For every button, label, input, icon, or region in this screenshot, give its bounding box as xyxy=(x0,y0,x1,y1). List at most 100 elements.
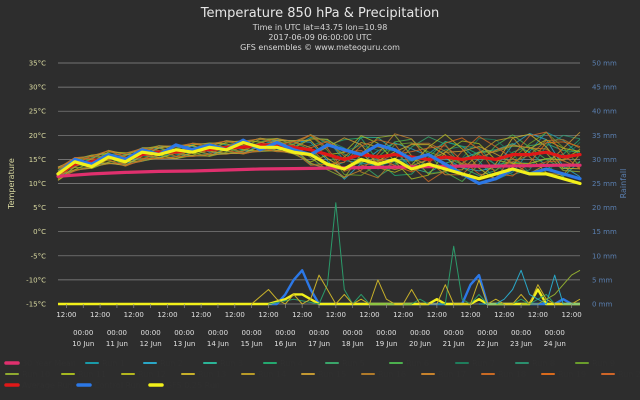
y-left-tick-label: 15°C xyxy=(29,156,46,164)
y-right-tick-label: 10 mm xyxy=(592,252,617,260)
x-tick-label: 00:00 xyxy=(208,329,228,337)
x-tick-label: 12:00 xyxy=(561,311,581,319)
legend-label: Run 12 xyxy=(138,370,166,379)
x-tick-label: 13 Jun xyxy=(173,340,195,348)
x-tick-label: 12:00 xyxy=(90,311,110,319)
precipitation-series xyxy=(58,202,581,306)
x-tick-label: 16 Jun xyxy=(274,340,296,348)
x-tick-label: 00:00 xyxy=(309,329,329,337)
y-right-tick-label: 40 mm xyxy=(592,108,617,116)
y-right-tick-label: 50 mm xyxy=(592,60,617,68)
x-tick-label: 00:00 xyxy=(545,329,565,337)
x-tick-label: 12:00 xyxy=(494,311,514,319)
x-tick-label: 12:00 xyxy=(393,311,413,319)
x-tick-label: 12:00 xyxy=(124,311,144,319)
y-left-tick-label: 25°C xyxy=(29,108,46,116)
x-tick-label: 00:00 xyxy=(477,329,497,337)
y-right-tick-label: 45 mm xyxy=(592,84,617,92)
grid xyxy=(58,62,580,305)
x-tick-label: 15 Jun xyxy=(241,340,263,348)
x-tick-label: 00:00 xyxy=(410,329,430,337)
x-tick-label: 12:00 xyxy=(528,311,548,319)
legend-label: Run 11 xyxy=(78,370,106,379)
legend-label: Run 3 xyxy=(220,359,243,368)
legend: 30 Year Mean Run 1 Run 2 Run 3 Run 4 Run 5 Run… xyxy=(4,359,640,390)
y-right-tick-label: 25 mm xyxy=(592,180,617,188)
y-left-ticks: 35°C 30°C 25°C 20°C 15°C 10°C 5°C 0°C -5°C -10°C -… xyxy=(26,60,46,309)
x-tick-label: 12 Jun xyxy=(140,340,162,348)
x-axis-ticks: 12:00 00:00 10 Jun 12:00 00:00 11 Jun 12:00 00:… xyxy=(56,304,582,348)
x-tick-label: 00:00 xyxy=(242,329,262,337)
y-right-tick-label: 0 mm xyxy=(592,301,612,309)
legend-label: Run 5 xyxy=(342,359,365,368)
x-tick-label: 12:00 xyxy=(359,311,379,319)
y-right-tick-label: 15 mm xyxy=(592,228,617,236)
legend-label: Run 15 xyxy=(318,370,346,379)
x-tick-label: 12:00 xyxy=(460,311,480,319)
precip-line-run-1 xyxy=(479,269,580,305)
chart-subtitle-1: Time in UTC lat=43.75 lon=10.98 xyxy=(252,23,388,32)
x-tick-label: 17 Jun xyxy=(308,340,330,348)
y-right-tick-label: 30 mm xyxy=(592,156,617,164)
temp-line-control-run xyxy=(56,138,582,186)
temp-line-run-20 xyxy=(57,131,581,179)
y-left-tick-label: -15°C xyxy=(26,301,46,309)
legend-label: Run 18 xyxy=(498,370,526,379)
x-tick-label: 12:00 xyxy=(191,311,211,319)
y-left-tick-label: 0°C xyxy=(33,228,46,236)
legend-label: Run 7 xyxy=(472,359,495,368)
x-tick-label: 12:00 xyxy=(157,311,177,319)
x-tick-label: 00:00 xyxy=(275,329,295,337)
main-series xyxy=(56,138,582,186)
x-tick-label: 12:00 xyxy=(258,311,278,319)
y-left-tick-label: 20°C xyxy=(29,132,46,140)
y-left-tick-label: -5°C xyxy=(31,252,46,260)
y-left-tick-label: -10°C xyxy=(26,276,46,284)
y-left-tick-label: 35°C xyxy=(29,60,46,68)
legend-label: Run 16 xyxy=(378,370,406,379)
x-tick-label: 00:00 xyxy=(343,329,363,337)
temp-line-gfs-0-25-run xyxy=(56,140,582,186)
x-tick-label: 00:00 xyxy=(174,329,194,337)
legend-label: Run 4 xyxy=(280,359,303,368)
y-left-axis-label: Temperature xyxy=(7,158,16,210)
legend-label: Run 1 xyxy=(102,359,125,368)
x-tick-label: 21 Jun xyxy=(443,340,465,348)
y-right-ticks: 50 mm 45 mm 40 mm 35 mm 30 mm 25 mm 20 mm 15 mm… xyxy=(592,60,617,309)
x-tick-label: 23 Jun xyxy=(510,340,532,348)
y-left-tick-label: 10°C xyxy=(29,180,46,188)
legend-label: Average Run xyxy=(22,381,73,390)
precip-line-run-7 xyxy=(268,202,580,305)
legend-label: Run 17 xyxy=(438,370,466,379)
legend-label: Run 2 xyxy=(160,359,183,368)
y-left-tick-label: 30°C xyxy=(29,84,46,92)
y-right-tick-label: 5 mm xyxy=(592,276,612,284)
x-tick-label: 12:00 xyxy=(56,311,76,319)
x-tick-label: 00:00 xyxy=(141,329,161,337)
x-tick-label: 00:00 xyxy=(511,329,531,337)
x-tick-label: 11 Jun xyxy=(106,340,128,348)
legend-label: Run 13 xyxy=(198,370,226,379)
legend-label: Run 20 xyxy=(618,370,640,379)
x-tick-label: 18 Jun xyxy=(342,340,364,348)
y-right-axis-label: Rainfall xyxy=(619,169,628,199)
x-tick-label: 24 Jun xyxy=(544,340,566,348)
chart-subtitle-2: 2017-06-09 06:00:00 UTC xyxy=(268,33,372,42)
temp-line-30-year-mean xyxy=(56,163,582,178)
x-tick-label: 19 Jun xyxy=(375,340,397,348)
x-tick-label: 20 Jun xyxy=(409,340,431,348)
x-tick-label: 00:00 xyxy=(73,329,93,337)
y-right-tick-label: 35 mm xyxy=(592,132,617,140)
x-tick-label: 12:00 xyxy=(292,311,312,319)
legend-label: Run 19 xyxy=(558,370,586,379)
x-tick-label: 00:00 xyxy=(376,329,396,337)
legend-label: Run 14 xyxy=(258,370,286,379)
chart-title: Temperature 850 hPa & Precipitation xyxy=(200,6,440,21)
y-left-tick-label: 5°C xyxy=(33,204,46,212)
x-tick-label: 12:00 xyxy=(225,311,245,319)
legend-label: Run 10 xyxy=(22,370,50,379)
y-right-tick-label: 20 mm xyxy=(592,204,617,212)
x-tick-label: 22 Jun xyxy=(476,340,498,348)
x-tick-label: 14 Jun xyxy=(207,340,229,348)
chart-subtitle-3: GFS ensembles © www.meteoguru.com xyxy=(240,43,400,52)
